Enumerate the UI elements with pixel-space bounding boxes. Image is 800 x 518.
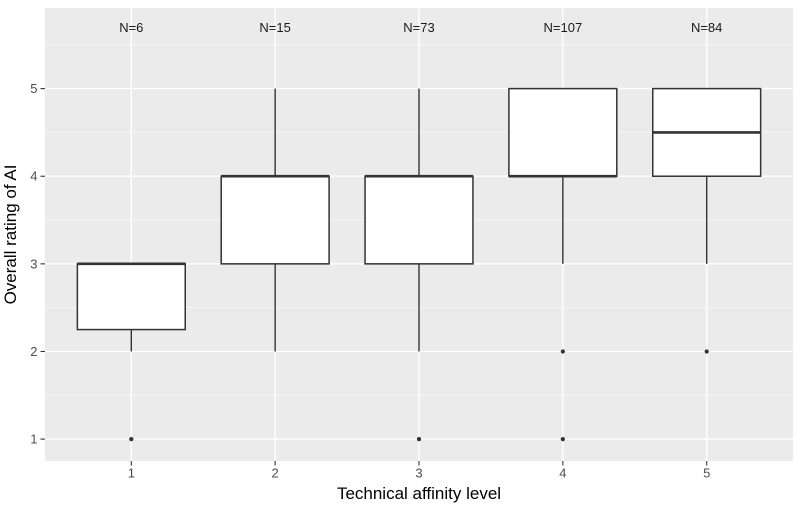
- y-axis-title: Overall rating of AI: [1, 165, 20, 305]
- n-count-label: N=6: [119, 20, 143, 35]
- x-axis-title: Technical affinity level: [337, 484, 501, 503]
- y-tick-label: 4: [30, 169, 37, 184]
- boxplot-outlier: [129, 436, 134, 442]
- y-tick-label: 3: [30, 256, 37, 271]
- n-count-label: N=84: [691, 20, 722, 35]
- x-tick-label: 1: [128, 466, 135, 481]
- boxplot-outlier: [560, 349, 565, 354]
- boxplot-box: [508, 87, 618, 177]
- boxplot-box: [364, 175, 474, 265]
- boxplot-outlier: [416, 436, 422, 442]
- y-tick-label: 1: [30, 432, 37, 447]
- plot-render-layer: N=6 N=15 N=73 N=107 N=84 1 2 3 4 5 1 2 3 4 5: [30, 8, 793, 481]
- x-tick-label: 3: [415, 466, 422, 481]
- n-count-label: N=107: [544, 20, 583, 35]
- y-tick-label: 5: [30, 81, 37, 96]
- boxplot-box: [220, 175, 330, 265]
- n-count-label: N=15: [259, 20, 290, 35]
- boxplot-outlier: [560, 436, 565, 442]
- y-tick-label: 2: [30, 344, 37, 359]
- boxplot-box: [76, 263, 186, 331]
- x-tick-label: 4: [559, 466, 566, 481]
- boxplot-outlier: [704, 349, 709, 354]
- n-count-label: N=73: [403, 20, 434, 35]
- x-tick-label: 2: [272, 466, 279, 481]
- x-tick-label: 5: [703, 466, 710, 481]
